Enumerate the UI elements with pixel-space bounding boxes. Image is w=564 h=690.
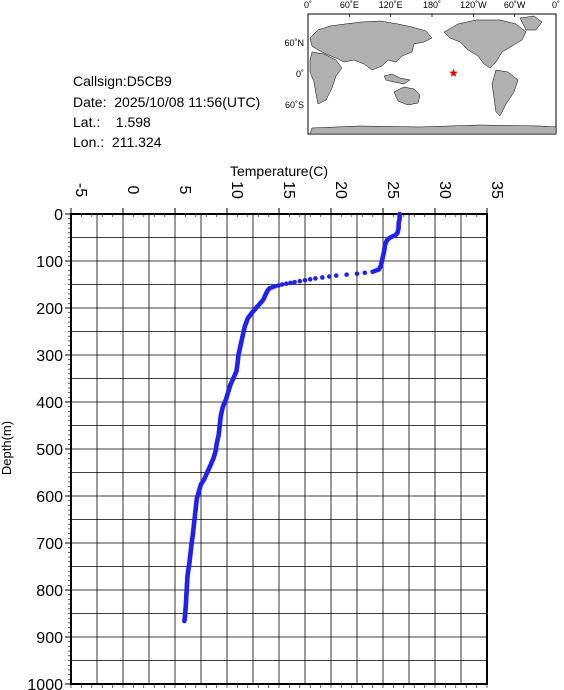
longitude-text: Lon.: 211.324 — [73, 134, 162, 150]
map-latitude-label: 0˚ — [296, 69, 304, 79]
x-tick-label: 10 — [228, 181, 245, 199]
land-indonesia — [383, 73, 411, 85]
location-marker — [449, 68, 458, 77]
y-tick-label: 800 — [36, 583, 63, 600]
plot-area: -5 0 5 10 15 20 25 30 35 0 100 200 300 400 500 600 700 8… — [0, 163, 505, 690]
y-tick-label: 200 — [36, 301, 63, 318]
callsign-text: Callsign:D5CB9 — [73, 73, 172, 89]
x-tick-label: 25 — [384, 181, 401, 199]
x-axis-title: Temperature(C) — [230, 163, 328, 179]
map-longitude-label: 0˚ — [304, 0, 312, 10]
map-longitude-label: 120˚W — [460, 0, 487, 10]
map-top-labels: 0˚ 60˚E 120˚E 180˚ 120˚W 60˚W 0˚ — [304, 0, 560, 17]
map-longitude-label: 0˚ — [552, 0, 560, 10]
data-point — [320, 275, 325, 280]
data-point — [283, 281, 289, 287]
world-map: 0˚ 60˚E 120˚E 180˚ 120˚W 60˚W 0˚ 60˚N 0˚ 60˚S — [284, 0, 560, 135]
map-longitude-label: 60˚W — [504, 0, 526, 10]
y-tick-label: 100 — [36, 254, 63, 271]
data-point — [362, 270, 368, 276]
data-point — [333, 273, 339, 278]
data-point — [313, 276, 318, 281]
date-text: Date: 2025/10/08 11:56(UTC) — [73, 94, 261, 110]
latitude-text: Lat.: 1.598 — [73, 114, 151, 130]
x-tick-labels: -5 0 5 10 15 20 25 30 35 — [72, 181, 505, 199]
y-tick-label: 400 — [36, 395, 63, 412]
land-eurasia — [309, 20, 433, 71]
y-tick-label: 0 — [54, 207, 63, 224]
plot-frame — [70, 213, 488, 685]
minor-ticks — [65, 208, 488, 688]
x-tick-label: -5 — [72, 183, 89, 197]
x-tick-label: 30 — [436, 181, 453, 199]
land-africa — [309, 51, 343, 105]
map-longitude-label: 120˚E — [379, 0, 403, 10]
data-point — [354, 271, 360, 276]
map-land — [309, 15, 557, 135]
x-tick-label: 5 — [176, 186, 193, 195]
x-tick-label: 35 — [488, 181, 505, 199]
data-point — [326, 274, 332, 279]
data-point — [370, 269, 375, 275]
data-point — [302, 277, 308, 283]
data-point — [288, 280, 293, 286]
data-point — [276, 283, 281, 288]
y-tick-label: 600 — [36, 489, 63, 506]
data-point — [344, 272, 349, 277]
data-point — [182, 618, 187, 624]
x-tick-label: 15 — [280, 181, 297, 199]
map-latitude-label: 60˚N — [284, 38, 304, 48]
land-australia — [393, 86, 421, 106]
y-tick-labels: 0 100 200 300 400 500 600 700 800 900 1000 — [27, 207, 63, 690]
land-north-america — [443, 19, 527, 69]
y-tick-label: 900 — [36, 630, 63, 647]
y-tick-label: 1000 — [27, 677, 63, 690]
land-antarctica — [309, 124, 557, 135]
land-south-america — [491, 69, 519, 117]
land-greenland — [519, 15, 543, 31]
x-tick-label: 0 — [124, 186, 141, 195]
map-longitude-label: 180˚ — [423, 0, 441, 10]
y-tick-label: 700 — [36, 536, 63, 553]
data-point — [307, 277, 313, 282]
data-point — [297, 278, 303, 284]
temperature-profile — [182, 211, 402, 624]
map-longitude-label: 60˚E — [340, 0, 359, 10]
map-latitude-label: 60˚S — [285, 100, 304, 110]
data-point — [292, 279, 297, 285]
star-icon — [449, 68, 458, 77]
y-tick-label: 500 — [36, 442, 63, 459]
y-axis-title: Depth(m) — [0, 421, 14, 475]
map-left-labels: 60˚N 0˚ 60˚S — [284, 38, 304, 110]
x-tick-label: 20 — [332, 181, 349, 199]
data-point — [279, 282, 285, 287]
y-tick-label: 300 — [36, 348, 63, 365]
